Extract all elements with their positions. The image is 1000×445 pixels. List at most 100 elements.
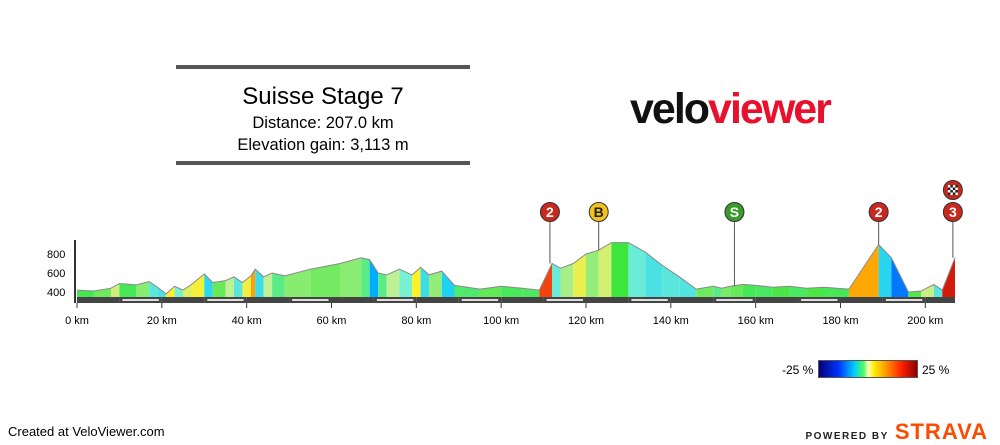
- gradient-legend-max: 25 %: [922, 363, 950, 377]
- distance-bar-highlight: [631, 299, 668, 301]
- profile-segment: [255, 269, 264, 297]
- profile-segment: [713, 286, 722, 297]
- profile-segment: [585, 250, 599, 297]
- profile-segment: [696, 286, 714, 297]
- profile-segment: [891, 257, 909, 297]
- profile-segment: [679, 276, 697, 297]
- x-tick-label: 80 km: [401, 315, 431, 327]
- x-tick-label: 100 km: [483, 315, 519, 327]
- distance-bar-highlight: [376, 299, 414, 301]
- distance-bar-segment: [925, 297, 955, 303]
- x-tick-label: 120 km: [568, 315, 604, 327]
- finish-flag-marker: [942, 180, 963, 200]
- climb-cat-3-marker: 3: [942, 202, 963, 258]
- profile-segment: [420, 267, 430, 297]
- profile-segment: [772, 286, 790, 297]
- profile-segment: [310, 263, 340, 297]
- profile-segment: [878, 244, 892, 297]
- profile-segment: [539, 263, 553, 297]
- distance-bar-segment: [585, 297, 629, 303]
- powered-by-label: POWERED BY: [805, 431, 889, 442]
- profile-segment: [598, 242, 612, 297]
- x-tick-label: 180 km: [822, 315, 858, 327]
- sprint-marker: S: [724, 202, 745, 287]
- distance-bar-segment: [840, 297, 883, 303]
- distance-bar-highlight: [461, 299, 499, 301]
- profile-segment: [386, 269, 400, 297]
- profile-segment: [721, 286, 731, 297]
- y-tick-label: 600: [47, 268, 65, 280]
- marker-label: 2: [875, 204, 883, 220]
- profile-segment: [942, 257, 955, 297]
- profile-segment: [263, 273, 273, 297]
- stage-info-box: Suisse Stage 7 Distance: 207.0 km Elevat…: [176, 65, 470, 165]
- x-tick-label: 160 km: [738, 315, 774, 327]
- profile-segment: [806, 287, 824, 297]
- distance-bar-highlight: [122, 299, 159, 301]
- profile-segment: [136, 281, 150, 297]
- x-tick-label: 0 km: [65, 315, 89, 327]
- profile-segment: [628, 242, 646, 297]
- profile-segment: [823, 287, 849, 297]
- profile-segment: [755, 285, 773, 297]
- profile-segment: [573, 254, 586, 297]
- distance-bar-segment: [331, 297, 374, 303]
- stage-title: Suisse Stage 7: [242, 83, 404, 110]
- profile-segment: [166, 286, 175, 297]
- axes: 0 km 20 km 40 km 60 km 80 km 100 km 120 km 140 …: [47, 240, 955, 327]
- distance-bar-segment: [501, 297, 544, 303]
- distance-bar-highlight: [546, 299, 583, 301]
- route-markers: 2 B S 2 3: [539, 180, 963, 287]
- gradient-legend-bar: [818, 360, 918, 378]
- profile-segment: [212, 280, 226, 297]
- distance-bar-highlight: [801, 299, 838, 301]
- profile-segment: [501, 286, 523, 297]
- profile-segment: [191, 273, 205, 297]
- distance-bar-segment: [77, 297, 120, 303]
- profile-segment: [157, 287, 167, 297]
- logo-part-viewer: viewer: [708, 85, 832, 133]
- marker-label: S: [730, 204, 739, 220]
- marker-label: B: [594, 204, 604, 220]
- distance-bar-highlight: [885, 299, 923, 301]
- profile-segment: [552, 263, 561, 297]
- marker-label: 3: [949, 204, 957, 220]
- strava-logo: STRAVA: [894, 419, 988, 444]
- profile-segment: [921, 284, 934, 297]
- profile-segment: [933, 284, 943, 297]
- profile-segment: [149, 281, 158, 297]
- distance-bar-segment: [755, 297, 799, 303]
- distance-bar-segment: [246, 297, 290, 303]
- profile-segment: [284, 269, 311, 297]
- veloviewer-logo: veloviewer: [630, 85, 832, 134]
- profile-outline: [76, 242, 956, 295]
- profile-segment: [645, 252, 663, 297]
- x-tick-label: 20 km: [147, 315, 177, 327]
- profile-segment: [369, 259, 379, 297]
- distance-bar-highlight: [207, 299, 244, 301]
- profile-segment: [250, 269, 256, 297]
- profile-segment: [225, 276, 234, 297]
- profile-segment: [399, 269, 413, 297]
- profile-segment: [378, 273, 387, 297]
- stage-elevation-gain: Elevation gain: 3,113 m: [237, 136, 409, 154]
- profile-segment: [730, 284, 743, 297]
- profile-segment: [339, 257, 362, 297]
- profile-segment: [174, 286, 184, 297]
- x-tick-label: 200 km: [907, 315, 943, 327]
- powered-by-strava: POWERED BY STRAVA: [805, 419, 988, 445]
- profile-segment: [908, 291, 922, 297]
- distance-bar-segment: [670, 297, 714, 303]
- stage-distance: Distance: 207.0 km: [252, 114, 394, 132]
- profile-segment: [611, 242, 629, 297]
- y-tick-label: 400: [47, 287, 65, 299]
- profile-segment: [233, 276, 243, 297]
- profile-segment: [361, 257, 370, 297]
- logo-part-velo: velo: [630, 85, 710, 133]
- created-at-credit: Created at VeloViewer.com: [8, 424, 165, 439]
- profile-segment: [522, 288, 540, 297]
- profile-segment: [77, 290, 94, 297]
- profile-segment: [441, 271, 455, 297]
- profile-segment: [662, 265, 680, 297]
